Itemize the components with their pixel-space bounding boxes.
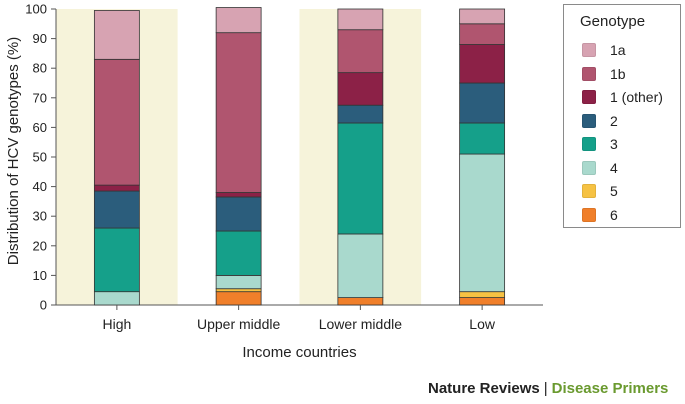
bar-segment-2 <box>459 82 506 124</box>
y-tick-label: 90 <box>33 31 47 46</box>
bar-segment-3 <box>215 230 262 276</box>
bar-segment-1-other- <box>459 44 506 84</box>
bar-segment-1b <box>459 23 506 45</box>
y-tick-label: 50 <box>33 150 47 165</box>
bar-segment-6 <box>459 297 506 306</box>
legend-item: 6 <box>582 207 618 223</box>
chart-legend: Genotype 1a 1b 1 (other) 2 3 4 5 6 <box>563 4 681 228</box>
y-tick-label: 70 <box>33 90 47 105</box>
legend-item: 4 <box>582 160 618 176</box>
legend-item: 3 <box>582 136 618 152</box>
legend-swatch <box>582 113 596 128</box>
stacked-bar-chart: 0 10 20 30 40 50 60 70 80 90 100 High Upper middle Lo… <box>5 2 543 361</box>
bar-segment-3 <box>459 122 506 155</box>
footer-brand: Nature Reviews <box>428 380 540 397</box>
bar-segment-4 <box>215 274 262 290</box>
x-tick-label: Lower middle <box>319 316 402 332</box>
legend-item: 1 (other) <box>582 89 663 105</box>
bar-segment-1b <box>215 32 262 193</box>
bar-segment-4 <box>337 233 384 299</box>
x-tick-label: Low <box>469 316 496 332</box>
legend-item: 5 <box>582 183 618 199</box>
bar-segment-6 <box>215 291 262 306</box>
x-tick-label: High <box>102 316 131 332</box>
bar-segment-5 <box>215 288 262 293</box>
legend-swatch <box>582 184 596 198</box>
bar-segment-2 <box>215 196 262 232</box>
legend-label: 1 (other) <box>610 89 663 105</box>
bar-segment-6 <box>337 297 384 306</box>
y-tick-label: 80 <box>33 61 47 76</box>
legend-label: 5 <box>610 183 618 199</box>
legend-swatch <box>582 43 596 57</box>
legend-label: 1a <box>610 42 626 58</box>
bar-segment-4 <box>459 153 506 293</box>
bar-segment-1b <box>337 29 384 74</box>
legend-item: 1b <box>582 66 626 82</box>
publisher-footer: Nature Reviews | Disease Primers <box>428 380 668 397</box>
bar-segment-1b <box>93 58 140 186</box>
y-tick-label: 10 <box>33 268 47 283</box>
footer-separator: | <box>543 380 548 397</box>
bar-segment-2 <box>337 104 384 124</box>
y-tick-label: 60 <box>33 120 47 135</box>
legend-swatch <box>582 66 596 81</box>
y-tick-label: 30 <box>33 209 47 224</box>
bar-segment-1a <box>459 8 506 25</box>
bar-segment-3 <box>93 227 140 293</box>
bar-segment-1-other- <box>93 184 140 192</box>
legend-title: Genotype <box>580 13 646 30</box>
bar-segment-5 <box>459 291 506 298</box>
footer-series: Disease Primers <box>551 380 669 397</box>
x-axis-title: Income countries <box>242 344 356 361</box>
legend-swatch <box>582 137 596 151</box>
x-tick-label: Upper middle <box>197 316 280 332</box>
legend-label: 4 <box>610 159 618 176</box>
legend-item: 2 <box>582 113 618 129</box>
bar-segment-1-other- <box>337 72 384 106</box>
y-axis-title: Distribution of HCV genotypes (%) <box>5 37 22 265</box>
legend-label: 6 <box>610 206 618 223</box>
bar-segment-2 <box>93 190 140 229</box>
bar-segment-1-other- <box>215 192 262 198</box>
legend-label: 3 <box>610 136 618 152</box>
legend-swatch <box>582 90 596 104</box>
bar-segment-1a <box>215 7 262 34</box>
legend-label: 2 <box>610 112 618 129</box>
legend-swatch <box>582 160 596 175</box>
bar-segment-1a <box>93 10 140 60</box>
legend-label: 1b <box>610 65 626 82</box>
legend-swatch <box>582 207 596 222</box>
y-tick-label: 100 <box>25 2 47 17</box>
bar-segment-4 <box>93 291 140 306</box>
bar-segment-3 <box>337 122 384 235</box>
y-tick-label: 0 <box>40 298 47 313</box>
y-tick-label: 40 <box>33 179 47 194</box>
legend-item: 1a <box>582 42 626 58</box>
y-tick-label: 20 <box>33 238 47 253</box>
bar-segment-1a <box>337 8 384 31</box>
